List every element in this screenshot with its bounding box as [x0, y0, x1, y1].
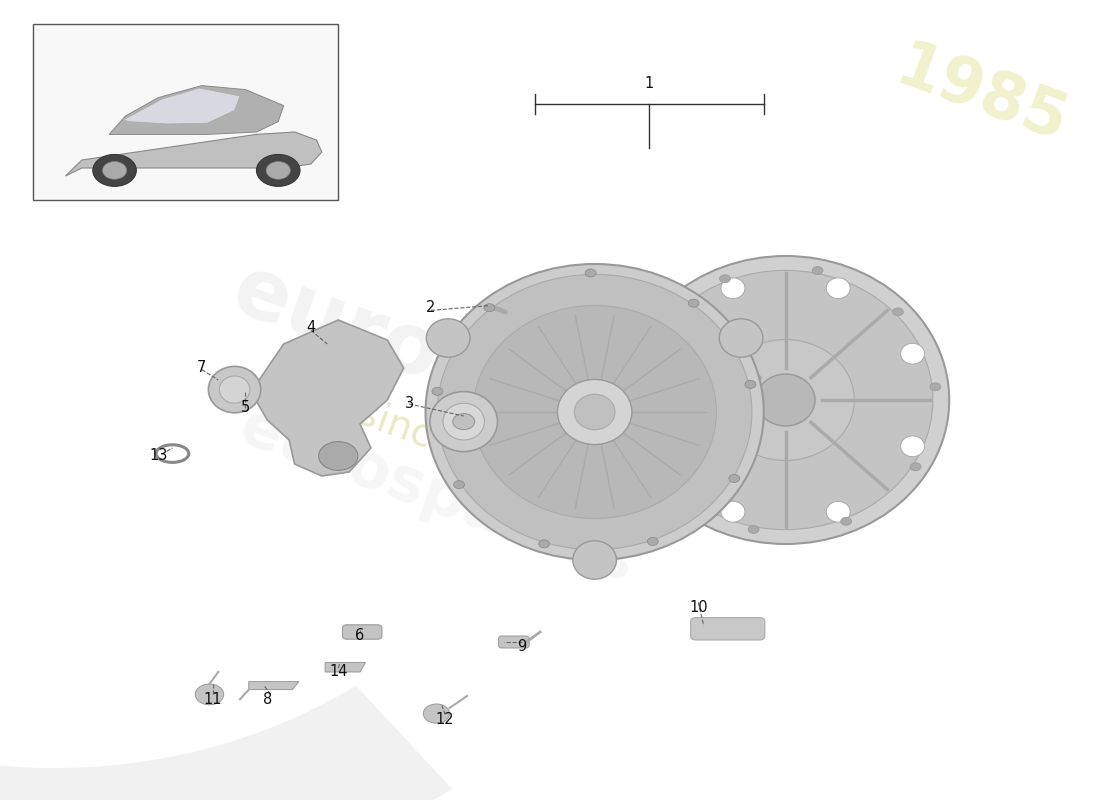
Text: 14: 14: [329, 665, 348, 679]
Ellipse shape: [717, 339, 855, 461]
Circle shape: [102, 162, 126, 179]
Circle shape: [930, 382, 940, 390]
Ellipse shape: [647, 436, 671, 457]
Circle shape: [668, 484, 679, 492]
Circle shape: [745, 380, 756, 388]
FancyBboxPatch shape: [342, 625, 382, 639]
Text: since 1985: since 1985: [352, 394, 564, 502]
Text: 4: 4: [306, 321, 316, 335]
Ellipse shape: [574, 394, 615, 430]
Circle shape: [719, 274, 730, 282]
Text: 8: 8: [263, 693, 272, 707]
Polygon shape: [66, 132, 322, 176]
Polygon shape: [249, 682, 299, 690]
Circle shape: [424, 704, 450, 723]
Circle shape: [539, 540, 550, 548]
Ellipse shape: [573, 541, 616, 579]
FancyBboxPatch shape: [498, 636, 529, 648]
Circle shape: [748, 526, 759, 534]
FancyBboxPatch shape: [691, 618, 764, 640]
Ellipse shape: [219, 376, 250, 403]
Circle shape: [892, 308, 903, 316]
Circle shape: [812, 266, 823, 274]
FancyBboxPatch shape: [33, 24, 338, 200]
Text: 1: 1: [645, 77, 653, 91]
Ellipse shape: [719, 318, 763, 357]
Circle shape: [729, 474, 739, 482]
Polygon shape: [109, 86, 284, 134]
Text: 10: 10: [689, 601, 707, 615]
Polygon shape: [326, 662, 365, 672]
Text: 6: 6: [355, 629, 365, 643]
Ellipse shape: [558, 379, 631, 445]
Polygon shape: [251, 320, 404, 476]
Circle shape: [585, 269, 596, 277]
Circle shape: [453, 414, 474, 430]
Ellipse shape: [473, 306, 716, 518]
Ellipse shape: [426, 264, 763, 560]
Circle shape: [840, 518, 851, 526]
Text: 13: 13: [148, 449, 167, 463]
Ellipse shape: [826, 278, 850, 298]
Circle shape: [630, 410, 641, 418]
Circle shape: [689, 299, 700, 307]
Circle shape: [256, 154, 300, 186]
Ellipse shape: [638, 270, 933, 530]
Text: eurospartes: eurospartes: [231, 398, 641, 594]
Circle shape: [432, 387, 443, 395]
Text: a passion: a passion: [452, 302, 639, 402]
Ellipse shape: [901, 343, 925, 364]
Text: 2: 2: [427, 301, 436, 315]
Ellipse shape: [208, 366, 261, 413]
Circle shape: [647, 538, 658, 546]
Circle shape: [484, 304, 495, 312]
Ellipse shape: [720, 502, 745, 522]
Text: 12: 12: [436, 713, 454, 727]
Circle shape: [910, 462, 921, 470]
Ellipse shape: [443, 403, 484, 440]
Polygon shape: [123, 88, 240, 124]
Circle shape: [92, 154, 136, 186]
Text: 11: 11: [204, 693, 222, 707]
Text: 9: 9: [517, 639, 526, 654]
Text: 5: 5: [241, 401, 250, 415]
Ellipse shape: [826, 502, 850, 522]
Circle shape: [319, 442, 358, 470]
Ellipse shape: [621, 256, 949, 544]
Ellipse shape: [438, 274, 752, 550]
Ellipse shape: [901, 436, 925, 457]
Text: eurospartes: eurospartes: [221, 249, 782, 519]
Ellipse shape: [430, 392, 497, 451]
Text: 3: 3: [405, 397, 414, 411]
Circle shape: [196, 684, 223, 705]
Circle shape: [650, 330, 661, 338]
Circle shape: [453, 481, 464, 489]
Ellipse shape: [756, 374, 815, 426]
Circle shape: [266, 162, 290, 179]
Ellipse shape: [647, 343, 671, 364]
Polygon shape: [0, 0, 452, 800]
Ellipse shape: [427, 318, 470, 357]
Text: 1985: 1985: [888, 37, 1076, 155]
Text: 7: 7: [197, 361, 207, 375]
Ellipse shape: [720, 278, 745, 298]
